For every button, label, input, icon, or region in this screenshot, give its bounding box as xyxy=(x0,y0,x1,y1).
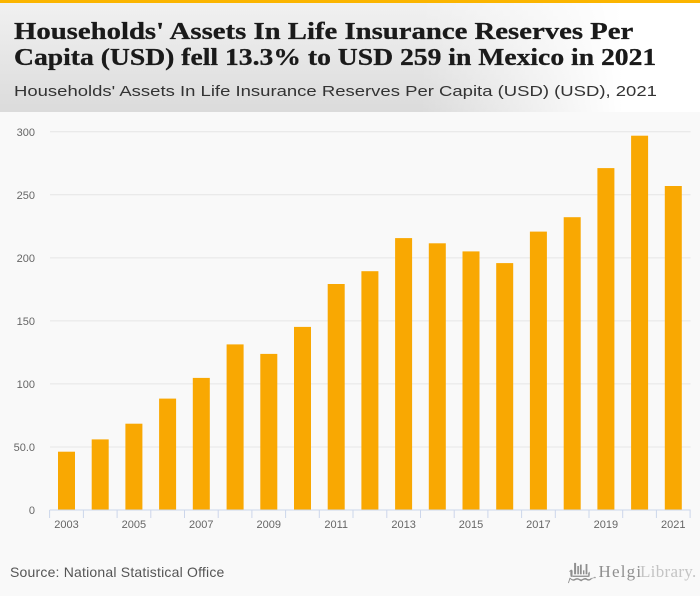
svg-text:2007: 2007 xyxy=(189,519,213,531)
svg-text:0: 0 xyxy=(29,505,35,517)
svg-text:2003: 2003 xyxy=(54,519,78,531)
svg-text:2017: 2017 xyxy=(526,519,550,531)
svg-text:2013: 2013 xyxy=(391,519,415,531)
svg-text:2019: 2019 xyxy=(594,519,618,531)
svg-text:300: 300 xyxy=(17,127,35,139)
svg-text:2009: 2009 xyxy=(257,519,281,531)
svg-text:50.0: 50.0 xyxy=(14,442,35,454)
svg-text:100: 100 xyxy=(17,379,35,391)
svg-text:2021: 2021 xyxy=(661,519,685,531)
svg-text:200: 200 xyxy=(17,253,35,265)
svg-text:2015: 2015 xyxy=(459,519,483,531)
svg-text:150: 150 xyxy=(17,316,35,328)
svg-text:250: 250 xyxy=(17,190,35,202)
svg-text:2011: 2011 xyxy=(324,519,348,531)
svg-text:2005: 2005 xyxy=(122,519,146,531)
